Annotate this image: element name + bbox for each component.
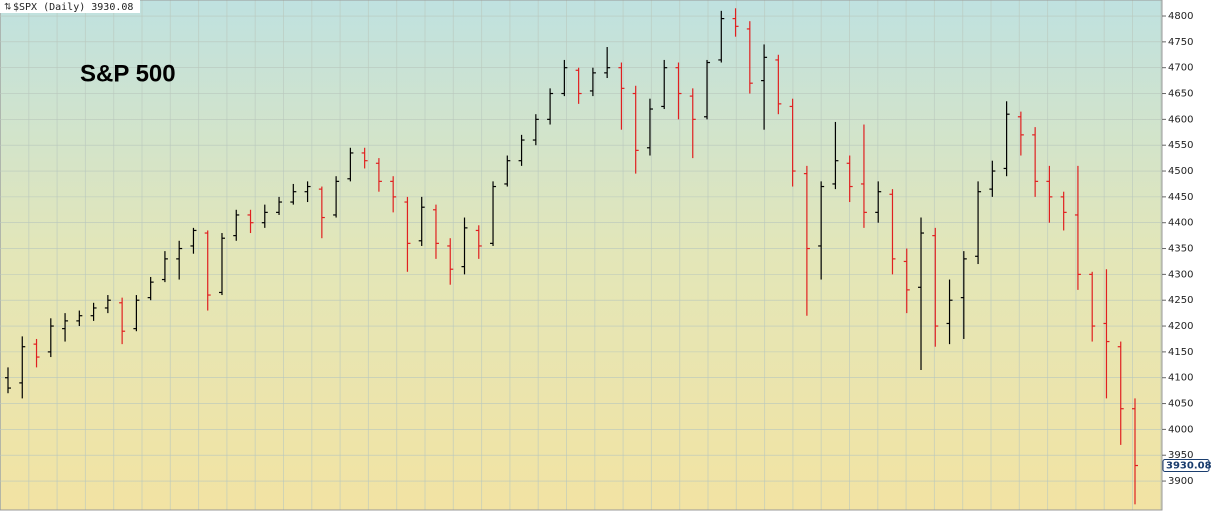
y-tick-label: 3950 [1168, 450, 1193, 461]
annotation: S&P 500 [80, 60, 176, 87]
y-tick-label: 4150 [1168, 347, 1193, 358]
icon: ⇅ [4, 3, 12, 13]
vertical-grid [0, 0, 1162, 510]
y-tick-label: 3900 [1168, 476, 1193, 487]
y-tick-label: 4300 [1168, 269, 1193, 280]
y-tick-label: 4050 [1168, 399, 1193, 410]
y-tick-label: 4500 [1168, 166, 1193, 177]
y-tick-label: 4750 [1168, 37, 1193, 48]
y-tick-label: 4000 [1168, 424, 1193, 435]
y-tick-label: 4450 [1168, 192, 1193, 203]
y-tick-label: 4100 [1168, 373, 1193, 384]
chart-title: $SPX (Daily) 3930.08 [13, 2, 133, 13]
y-tick-label: 4200 [1168, 321, 1193, 332]
last-price-label: 3930.08 [1166, 461, 1211, 472]
y-tick-label: 4600 [1168, 114, 1193, 125]
y-tick-label: 4250 [1168, 295, 1193, 306]
plot-frame [0, 0, 1163, 511]
y-tick-label: 4550 [1168, 140, 1193, 151]
grid [0, 15, 1162, 482]
y-axis: 3900 3950 4000 4050 4100 4150 4200 4250 4300 4350… [1162, 11, 1211, 487]
y-tick-label: 4350 [1168, 244, 1193, 255]
bars [5, 8, 1138, 505]
y-tick-label: 4700 [1168, 63, 1193, 74]
y-tick-label: 4650 [1168, 89, 1193, 100]
title-background [0, 0, 140, 13]
y-tick-label: 4400 [1168, 218, 1193, 229]
last-price-box [1162, 459, 1210, 473]
y-tick-label: 4800 [1168, 11, 1193, 22]
